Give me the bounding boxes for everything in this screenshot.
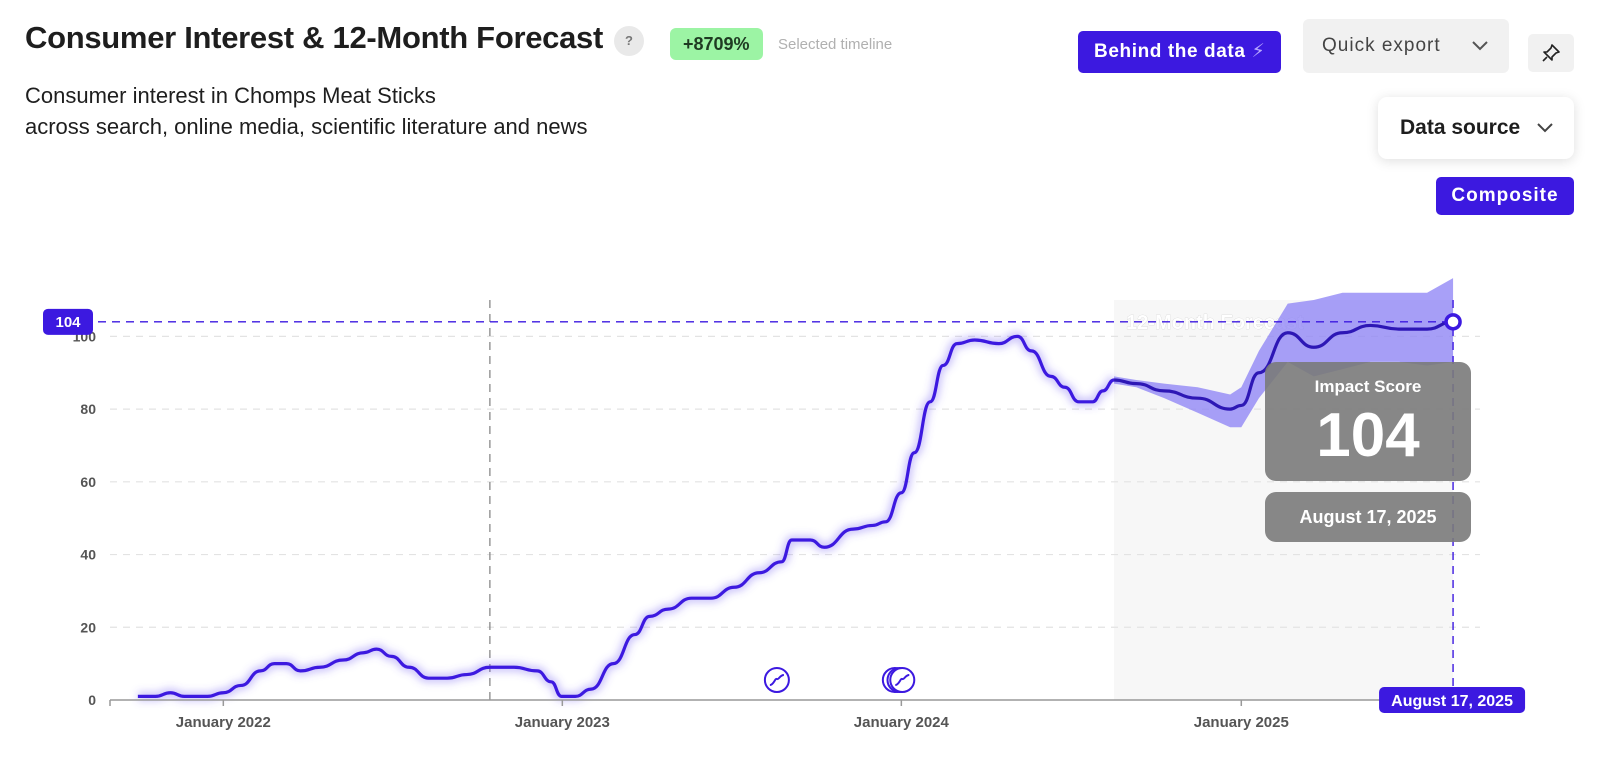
highlight-date-chip: August 17, 2025 [1379,687,1526,713]
highlight-date-chip-text: August 17, 2025 [1391,693,1513,710]
quick-export-label: Quick export [1322,35,1441,56]
behind-the-data-button[interactable]: Behind the data ⚡ [1078,31,1282,73]
data-source-dropdown[interactable]: Data source [1378,97,1574,159]
impact-date-box [1265,492,1471,542]
behind-the-data-label: Behind the data [1094,41,1246,62]
pin-button[interactable] [1528,34,1574,72]
chevron-down-icon [1536,97,1554,184]
impact-score-value: 104 [1316,401,1420,470]
bolt-icon: ⚡ [1251,41,1266,62]
x-tick-label: January 2022 [176,714,271,731]
subtitle-line-2: across search, online media, scientific … [25,114,588,139]
impact-score-title: Impact Score [1315,377,1422,396]
highlight-value-chip: 104 [43,308,93,335]
event-marker-icon[interactable] [889,667,916,693]
chevron-down-icon [1471,19,1489,95]
y-tick-label: 0 [88,692,96,708]
help-icon[interactable]: ? [614,26,644,56]
page-title: Consumer Interest & 12-Month Forecast [25,20,604,55]
trend-glyph [769,674,785,686]
impact-date: August 17, 2025 [1299,507,1436,527]
highlight-value-chip-bg [43,308,93,335]
forecast-confidence-band [1114,278,1454,428]
y-tick-label: 20 [80,619,96,635]
x-tick-label: January 2024 [854,714,950,731]
growth-badge: +8709% [670,28,763,60]
series-line-forecast [1114,320,1454,411]
growth-badge-note: Selected timeline [778,36,893,53]
x-tick-label: January 2023 [515,714,610,731]
trend-glyph [895,674,910,686]
series-line-historical [137,334,1115,698]
impact-score-tooltip: Impact Score 104 August 17, 2025 [1265,362,1471,542]
y-tick-label: 40 [80,547,96,563]
composite-source-button[interactable]: Composite [1436,177,1574,215]
chart-subtitle: Consumer interest in Chomps Meat Sticks … [25,80,588,142]
forecast-label: 12-Month Forecast [1126,312,1304,334]
y-tick-label: 60 [80,474,96,490]
highlight-point[interactable] [1444,313,1462,331]
event-marker-icon[interactable] [763,667,790,693]
quick-export-dropdown[interactable]: Quick export [1303,19,1509,73]
data-source-label: Data source [1400,116,1521,139]
pin-icon [1542,44,1560,62]
impact-score-box [1265,362,1471,481]
x-tick-label: January 2025 [1194,714,1289,731]
highlight-date-chip-bg [1379,687,1526,713]
y-tick-label: 80 [80,401,96,417]
highlight-value-chip-text: 104 [55,314,81,331]
subtitle-line-1: Consumer interest in Chomps Meat Sticks [25,83,436,108]
